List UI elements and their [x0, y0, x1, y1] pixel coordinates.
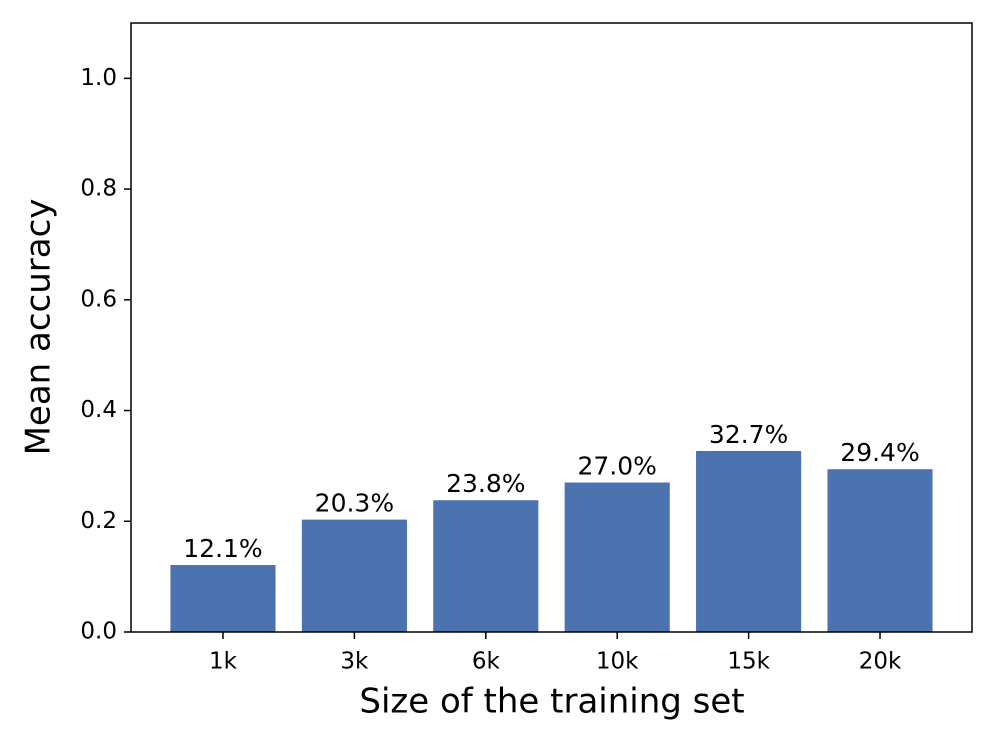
x-axis-label: Size of the training set [359, 682, 744, 722]
y-tick-label: 0.4 [80, 397, 117, 423]
bar [564, 482, 670, 632]
y-tick-label: 0.8 [80, 176, 117, 202]
x-tick-label: 10k [596, 649, 639, 675]
x-tick-label: 3k [340, 649, 369, 675]
value-label: 32.7% [709, 420, 788, 449]
bar [433, 500, 539, 632]
y-tick-label: 1.0 [80, 65, 117, 91]
y-tick-label: 0.0 [80, 619, 117, 645]
y-tick-label: 0.6 [80, 286, 117, 312]
bar [827, 469, 933, 632]
x-tick-label: 15k [727, 649, 770, 675]
y-axis-label: Mean accuracy [19, 199, 59, 456]
value-label: 12.1% [183, 534, 262, 563]
value-label: 23.8% [446, 469, 525, 498]
value-label: 20.3% [315, 489, 394, 518]
x-tick-label: 20k [859, 649, 902, 675]
value-label: 27.0% [577, 452, 656, 481]
bar [170, 565, 276, 632]
bar [696, 450, 802, 632]
value-label: 29.4% [840, 438, 919, 467]
y-tick-label: 0.2 [80, 508, 117, 534]
plot-frame [130, 22, 973, 633]
x-tick-label: 6k [472, 649, 501, 675]
x-tick-label: 1k [209, 649, 238, 675]
bar [301, 519, 407, 632]
